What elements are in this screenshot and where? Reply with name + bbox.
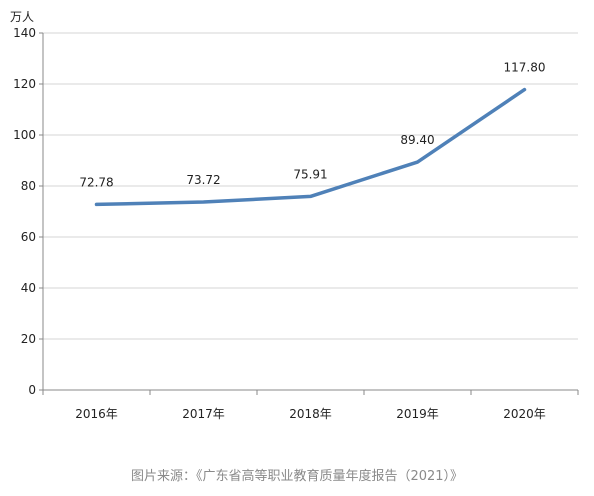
data-label: 75.91 [293,167,327,181]
y-tick-label: 140 [13,26,36,40]
x-category-labels: 2016年 2017年 2018年 2019年 2020年 [42,390,579,421]
y-axis-unit-label: 万人 [10,10,34,24]
y-tick-label: 120 [13,77,36,91]
data-labels: 72.78 73.72 75.91 89.40 117.80 [79,61,545,190]
y-tick-label: 0 [28,383,36,397]
x-category-label: 2017年 [182,407,225,421]
y-tick-label: 40 [21,281,36,295]
data-label: 117.80 [504,61,546,75]
gridlines [43,32,578,340]
series-line-group [94,87,527,207]
x-category-label: 2018年 [289,407,332,421]
x-category-label: 2016年 [75,407,118,421]
x-category-label: 2020年 [503,407,546,421]
data-label: 72.78 [79,175,113,189]
y-tick-label: 100 [13,128,36,142]
data-label: 73.72 [186,173,220,187]
y-tick-label: 80 [21,179,36,193]
x-category-label: 2019年 [396,407,439,421]
data-label: 89.40 [400,133,434,147]
y-tick-labels: 0 20 40 60 80 100 120 140 [13,26,43,397]
y-tick-label: 60 [21,230,36,244]
image-source-caption: 图片来源：《广东省高等职业教育质量年度报告（2021）》 [131,468,463,484]
y-tick-label: 20 [21,332,36,346]
series-line [94,87,527,207]
